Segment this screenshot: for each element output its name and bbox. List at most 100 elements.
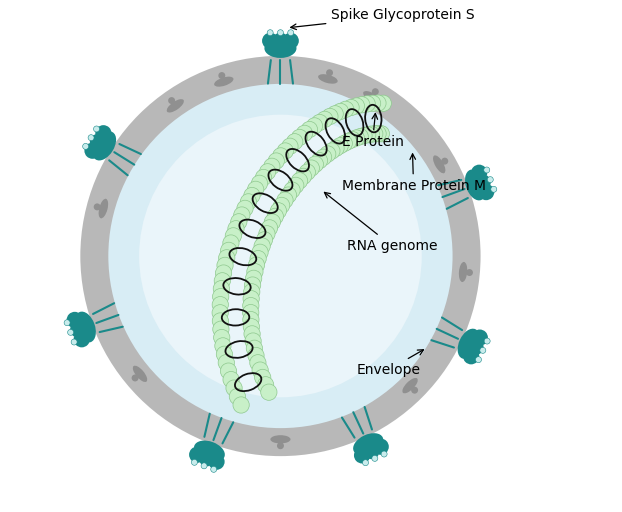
Circle shape	[168, 97, 175, 104]
Circle shape	[132, 374, 139, 381]
Circle shape	[327, 105, 343, 122]
Circle shape	[274, 197, 290, 214]
Text: Envelope: Envelope	[357, 350, 424, 377]
Circle shape	[295, 168, 312, 184]
Circle shape	[491, 186, 497, 193]
Circle shape	[299, 164, 315, 180]
Circle shape	[352, 129, 368, 145]
Circle shape	[348, 130, 364, 146]
Circle shape	[315, 149, 332, 165]
Circle shape	[259, 226, 275, 242]
Circle shape	[288, 30, 294, 36]
Circle shape	[284, 182, 300, 198]
Circle shape	[411, 387, 418, 394]
Circle shape	[363, 460, 368, 466]
Circle shape	[277, 442, 284, 449]
Circle shape	[213, 329, 230, 346]
Circle shape	[225, 228, 241, 244]
Circle shape	[252, 244, 268, 261]
Circle shape	[475, 357, 481, 362]
Circle shape	[264, 214, 281, 230]
Circle shape	[268, 153, 284, 169]
Circle shape	[480, 347, 486, 353]
Circle shape	[221, 242, 237, 259]
Ellipse shape	[194, 441, 225, 462]
Circle shape	[67, 312, 83, 328]
Circle shape	[208, 454, 225, 470]
Ellipse shape	[167, 99, 184, 113]
Circle shape	[73, 331, 90, 347]
Circle shape	[323, 143, 340, 159]
Ellipse shape	[264, 39, 297, 58]
Circle shape	[250, 250, 266, 267]
Text: Spike Glycoprotein S: Spike Glycoprotein S	[290, 8, 475, 30]
Circle shape	[246, 340, 262, 356]
Circle shape	[248, 257, 264, 273]
Circle shape	[251, 175, 267, 191]
Circle shape	[303, 160, 320, 176]
Circle shape	[287, 177, 304, 194]
Circle shape	[95, 125, 111, 141]
Circle shape	[277, 192, 293, 208]
Circle shape	[332, 103, 348, 120]
Circle shape	[296, 125, 313, 141]
Circle shape	[213, 281, 230, 297]
Circle shape	[366, 125, 383, 142]
Circle shape	[248, 347, 264, 364]
Circle shape	[344, 132, 361, 147]
Circle shape	[272, 33, 289, 49]
Circle shape	[223, 235, 239, 251]
Circle shape	[244, 277, 261, 293]
Circle shape	[93, 126, 100, 132]
Circle shape	[258, 377, 274, 393]
Circle shape	[71, 339, 77, 345]
Circle shape	[220, 363, 236, 379]
Ellipse shape	[75, 312, 96, 343]
Circle shape	[192, 459, 197, 465]
Circle shape	[223, 371, 239, 388]
Circle shape	[228, 221, 244, 237]
Circle shape	[216, 346, 233, 362]
Circle shape	[370, 95, 386, 111]
Circle shape	[237, 200, 253, 217]
Circle shape	[484, 338, 490, 344]
Circle shape	[259, 164, 276, 180]
Circle shape	[201, 463, 207, 469]
Circle shape	[213, 321, 229, 337]
Circle shape	[291, 130, 308, 145]
Circle shape	[218, 354, 234, 371]
Circle shape	[244, 326, 260, 342]
Circle shape	[234, 207, 250, 223]
Circle shape	[356, 127, 372, 144]
Circle shape	[354, 447, 370, 463]
Circle shape	[217, 257, 233, 273]
Circle shape	[218, 72, 225, 79]
Circle shape	[267, 208, 284, 224]
Circle shape	[338, 101, 354, 117]
Ellipse shape	[433, 155, 445, 174]
Circle shape	[277, 143, 294, 159]
Circle shape	[211, 466, 216, 473]
Circle shape	[256, 232, 272, 248]
Circle shape	[348, 98, 364, 114]
Text: E Protein: E Protein	[341, 114, 404, 150]
Ellipse shape	[318, 74, 338, 83]
Ellipse shape	[214, 77, 233, 87]
Circle shape	[247, 264, 263, 280]
Circle shape	[375, 95, 391, 112]
Circle shape	[466, 269, 473, 276]
Circle shape	[243, 305, 259, 321]
Circle shape	[230, 389, 246, 404]
Circle shape	[233, 397, 249, 413]
Circle shape	[282, 138, 298, 155]
Circle shape	[254, 369, 271, 386]
Ellipse shape	[353, 433, 383, 455]
Circle shape	[189, 446, 205, 463]
Circle shape	[471, 330, 488, 346]
Circle shape	[441, 158, 448, 165]
Circle shape	[212, 305, 228, 321]
Circle shape	[64, 319, 70, 326]
Ellipse shape	[465, 169, 486, 200]
Ellipse shape	[402, 378, 418, 393]
Circle shape	[212, 296, 228, 313]
